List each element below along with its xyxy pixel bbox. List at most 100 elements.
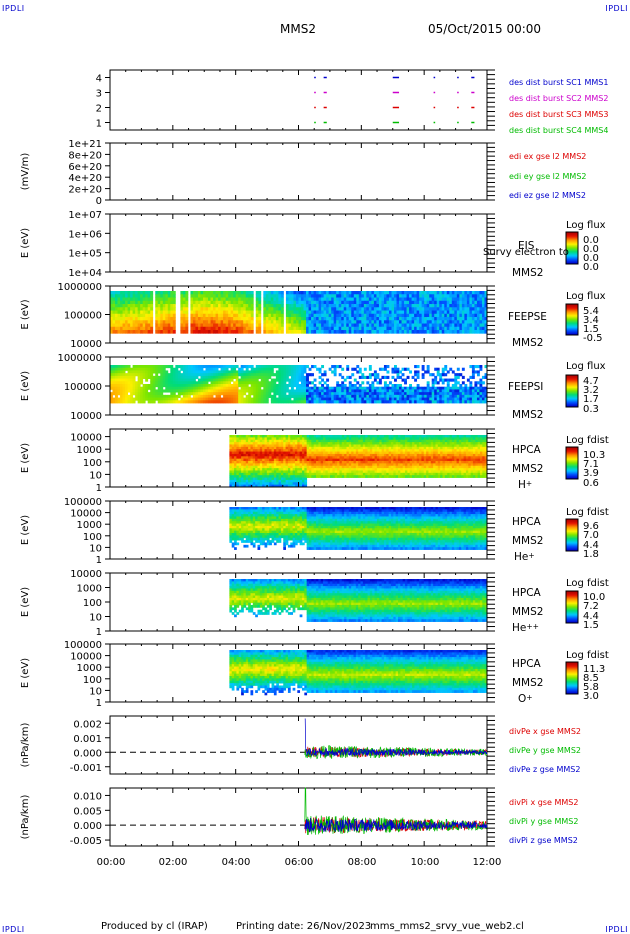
feepsi-cell — [190, 373, 194, 377]
feepse-cell — [258, 300, 262, 305]
feepsi-cell — [378, 378, 382, 382]
feepsi-cell — [348, 394, 352, 398]
hpca-h-cell — [271, 472, 275, 476]
feepse-cell — [180, 323, 184, 328]
feepse-cell — [298, 304, 302, 308]
feepsi-cell — [331, 400, 335, 404]
hpca-h-cell — [311, 437, 315, 441]
feepse-cell — [306, 320, 309, 324]
feepse-cell — [280, 330, 284, 334]
feepse-cell — [466, 300, 470, 305]
hpca-h-cell — [259, 453, 263, 457]
feepsi-cell — [316, 397, 320, 401]
hpca-h-cell — [311, 453, 315, 457]
feepse-cell — [248, 313, 252, 318]
feepse-cell — [333, 323, 337, 328]
hpca-h-cell — [285, 435, 289, 438]
feepse-cell — [122, 317, 126, 321]
feepse-cell — [125, 320, 128, 324]
feepse-cell — [293, 326, 297, 331]
feepsi-cell — [469, 381, 473, 385]
hpca-h-cell — [257, 461, 261, 464]
feepse-cell — [303, 294, 307, 298]
feepse-cell — [431, 300, 435, 305]
feepse-colorbar-cell — [566, 306, 578, 308]
feepse-cell — [346, 326, 350, 331]
feepsi-cell — [233, 365, 237, 369]
feepsi-cell — [208, 400, 211, 404]
feepse-cell — [225, 313, 229, 318]
hpca-h-cell — [280, 484, 284, 488]
feepsi-cell — [439, 400, 443, 404]
feepsi-cell — [371, 373, 375, 377]
hpca-h-cell — [266, 444, 270, 448]
hpca-h-cell — [252, 444, 256, 448]
hpca-h-cell — [334, 435, 338, 438]
feepse-cell — [394, 310, 397, 315]
feepsi-cell — [172, 392, 176, 396]
feepsi-cell — [202, 386, 206, 390]
feepse-cell — [481, 317, 485, 321]
feepse-cell — [381, 300, 385, 305]
feepse-cell — [326, 326, 330, 331]
hpca-h-cell — [262, 472, 265, 476]
feepsi-cell — [373, 394, 377, 398]
feepsi-cell — [132, 365, 136, 369]
feepsi-cell — [416, 397, 420, 401]
hpca-h-cell — [292, 472, 296, 476]
feepse-cell — [303, 313, 307, 318]
feepsi-cell — [469, 394, 473, 398]
feepse-cell — [328, 313, 332, 318]
feepse-cell — [132, 323, 136, 328]
feepsi-cell — [326, 386, 330, 390]
hpca-h-cell — [245, 442, 249, 445]
feepse-cell — [150, 297, 154, 302]
feepse-cell — [466, 313, 470, 318]
feepse-cell — [391, 304, 395, 308]
hpca-h-cell — [292, 465, 296, 469]
feepse-cell — [346, 313, 350, 318]
hpca-h-cell — [264, 435, 268, 438]
feepse-cell — [361, 300, 365, 305]
hpca-h-cell — [330, 439, 333, 443]
feepse-cell — [326, 294, 330, 298]
feepse-cell — [112, 326, 116, 331]
feepsi-cell — [479, 384, 483, 388]
feepse-cell — [363, 313, 367, 318]
feepse-cell — [290, 323, 294, 328]
feepse-cell — [135, 310, 139, 315]
feepse-cell — [424, 291, 428, 295]
feepse-cell — [333, 310, 337, 315]
feepse-cell — [434, 297, 438, 302]
feepse-cell — [326, 330, 330, 334]
feepsi-cell — [200, 375, 204, 379]
hpca-h-cell — [301, 442, 305, 445]
feepsi-cell — [115, 370, 118, 374]
feepse-cell — [265, 304, 269, 308]
feepse-cell — [321, 313, 325, 318]
feepse-cell — [122, 326, 126, 331]
hpca-h-cell — [316, 442, 319, 445]
feepse-cell — [434, 310, 438, 315]
hpca-h-cell — [320, 444, 324, 448]
hpca-h-cell — [299, 472, 303, 476]
feepse-cell — [441, 313, 445, 318]
feepsi-cell — [386, 386, 390, 390]
feepsi-cell — [137, 384, 141, 388]
feepse-ytick-label: 10000 — [70, 339, 102, 350]
feepsi-cell — [273, 389, 277, 393]
feepsi-cell — [336, 384, 340, 388]
feepse-cell — [132, 300, 136, 305]
feepsi-cell — [388, 392, 392, 396]
hpca-h-cell — [269, 475, 272, 478]
feepsi-cell — [399, 392, 402, 396]
feepse-cell — [434, 294, 438, 298]
feepsi-cell — [248, 370, 252, 374]
feepse-cell — [190, 304, 194, 308]
feepse-cell — [263, 313, 267, 318]
hpca-h-cell — [278, 453, 282, 457]
feepse-cell — [255, 323, 259, 328]
feepse-cell — [288, 300, 292, 305]
feepse-cell — [308, 310, 312, 315]
feepse-cell — [363, 310, 367, 315]
